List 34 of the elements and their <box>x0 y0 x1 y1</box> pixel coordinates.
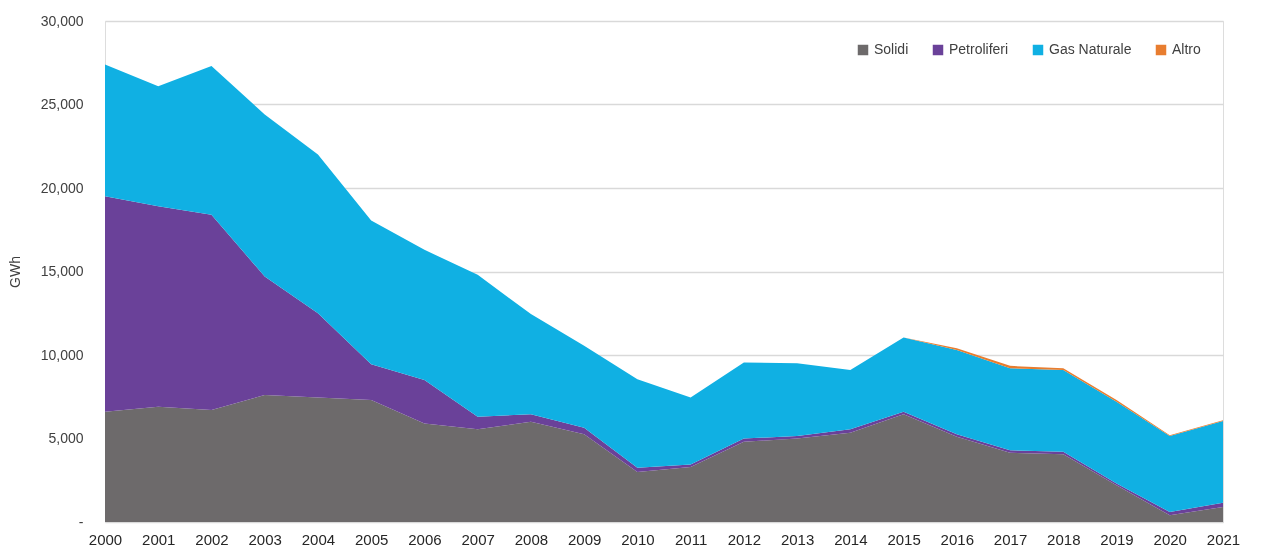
x-tick-label: 2018 <box>1047 530 1081 548</box>
y-tick-label: - <box>78 513 84 530</box>
x-tick-label: 2008 <box>514 530 549 548</box>
x-tick-label: 2013 <box>780 530 815 548</box>
y-tick-label: 10,000 <box>40 346 84 363</box>
x-tick-label: 2009 <box>567 530 602 548</box>
x-tick-label: 2014 <box>834 530 868 548</box>
x-tick-label: 2004 <box>301 530 336 548</box>
x-tick-label: 2020 <box>1153 530 1187 548</box>
x-tick-label: 2021 <box>1206 530 1241 548</box>
x-tick-label: 2000 <box>88 530 123 548</box>
y-tick-label: 25,000 <box>40 96 84 112</box>
x-tick-label: 2019 <box>1100 530 1134 548</box>
x-tick-label: 2002 <box>195 530 229 548</box>
x-tick-label: 2003 <box>248 530 282 548</box>
y-axis-title: GWh <box>6 256 23 288</box>
x-tick-label: 2010 <box>621 530 655 548</box>
y-tick-label: 5,000 <box>48 430 84 446</box>
x-tick-label: 2006 <box>408 530 442 548</box>
x-tick-label: 2007 <box>461 530 495 548</box>
legend-label: Gas Naturale <box>1049 41 1132 57</box>
x-tick-label: 2017 <box>993 530 1028 548</box>
legend-label: Solidi <box>874 41 909 57</box>
y-tick-label: 30,000 <box>40 12 84 29</box>
y-tick-label: 20,000 <box>40 179 84 196</box>
legend-label: Petroliferi <box>949 41 1009 57</box>
x-tick-label: 2016 <box>940 530 974 548</box>
x-tick-label: 2012 <box>727 530 762 548</box>
x-tick-label: 2005 <box>355 530 389 548</box>
x-tick-label: 2011 <box>674 530 708 548</box>
y-tick-label: 15,000 <box>40 263 84 279</box>
legend-label: Altro <box>1172 41 1201 57</box>
x-tick-label: 2015 <box>887 530 921 548</box>
x-tick-label: 2001 <box>142 530 176 548</box>
